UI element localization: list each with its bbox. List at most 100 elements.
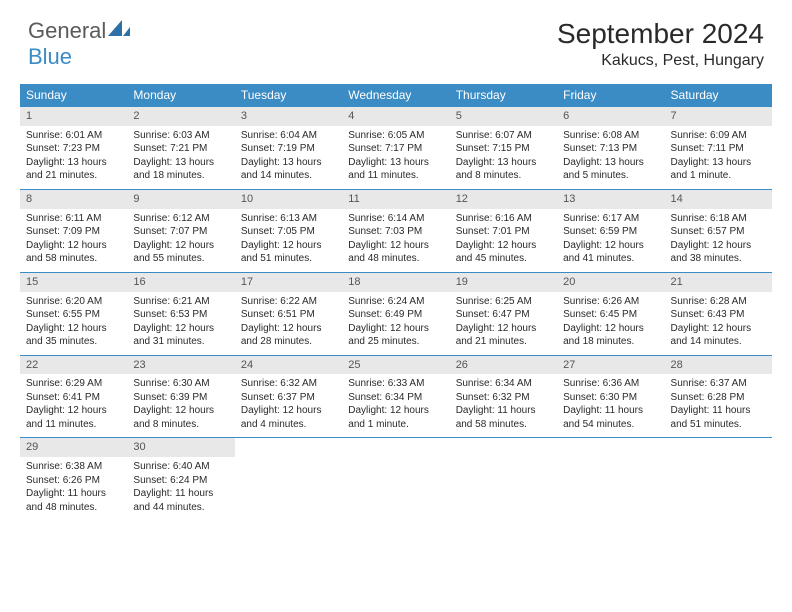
- daylight-text: Daylight: 12 hours: [348, 404, 443, 418]
- sunset-text: Sunset: 7:01 PM: [456, 225, 551, 239]
- daylight-text: and 25 minutes.: [348, 335, 443, 349]
- sunset-text: Sunset: 7:13 PM: [563, 142, 658, 156]
- day-number: 25: [342, 356, 449, 375]
- day-content: Sunrise: 6:01 AMSunset: 7:23 PMDaylight:…: [20, 126, 127, 189]
- calendar-week-row: 8Sunrise: 6:11 AMSunset: 7:09 PMDaylight…: [20, 189, 772, 272]
- day-number: 7: [665, 107, 772, 126]
- day-number: 1: [20, 107, 127, 126]
- calendar-day-cell: 17Sunrise: 6:22 AMSunset: 6:51 PMDayligh…: [235, 272, 342, 355]
- sunrise-text: Sunrise: 6:40 AM: [133, 460, 228, 474]
- daylight-text: Daylight: 12 hours: [241, 239, 336, 253]
- weekday-header: Sunday: [20, 84, 127, 107]
- day-content: Sunrise: 6:22 AMSunset: 6:51 PMDaylight:…: [235, 292, 342, 355]
- sunrise-text: Sunrise: 6:29 AM: [26, 377, 121, 391]
- daylight-text: Daylight: 13 hours: [563, 156, 658, 170]
- calendar-day-cell: 6Sunrise: 6:08 AMSunset: 7:13 PMDaylight…: [557, 107, 664, 190]
- sunset-text: Sunset: 6:37 PM: [241, 391, 336, 405]
- sunrise-text: Sunrise: 6:09 AM: [671, 129, 766, 143]
- sunset-text: Sunset: 6:34 PM: [348, 391, 443, 405]
- calendar-day-cell: 8Sunrise: 6:11 AMSunset: 7:09 PMDaylight…: [20, 189, 127, 272]
- daylight-text: Daylight: 12 hours: [671, 239, 766, 253]
- weekday-header: Tuesday: [235, 84, 342, 107]
- day-number: 2: [127, 107, 234, 126]
- daylight-text: Daylight: 13 hours: [26, 156, 121, 170]
- sunrise-text: Sunrise: 6:17 AM: [563, 212, 658, 226]
- sunrise-text: Sunrise: 6:04 AM: [241, 129, 336, 143]
- sunset-text: Sunset: 6:49 PM: [348, 308, 443, 322]
- sunrise-text: Sunrise: 6:18 AM: [671, 212, 766, 226]
- day-content: Sunrise: 6:40 AMSunset: 6:24 PMDaylight:…: [127, 457, 234, 520]
- sunrise-text: Sunrise: 6:38 AM: [26, 460, 121, 474]
- calendar-day-cell: [235, 438, 342, 520]
- daylight-text: Daylight: 12 hours: [671, 322, 766, 336]
- day-content: Sunrise: 6:21 AMSunset: 6:53 PMDaylight:…: [127, 292, 234, 355]
- day-content: Sunrise: 6:14 AMSunset: 7:03 PMDaylight:…: [342, 209, 449, 272]
- sunset-text: Sunset: 7:05 PM: [241, 225, 336, 239]
- daylight-text: and 55 minutes.: [133, 252, 228, 266]
- sunset-text: Sunset: 6:39 PM: [133, 391, 228, 405]
- daylight-text: and 51 minutes.: [241, 252, 336, 266]
- sunset-text: Sunset: 7:21 PM: [133, 142, 228, 156]
- daylight-text: and 28 minutes.: [241, 335, 336, 349]
- calendar-day-cell: 1Sunrise: 6:01 AMSunset: 7:23 PMDaylight…: [20, 107, 127, 190]
- day-number: 11: [342, 190, 449, 209]
- sunset-text: Sunset: 6:26 PM: [26, 474, 121, 488]
- daylight-text: Daylight: 12 hours: [133, 239, 228, 253]
- daylight-text: Daylight: 12 hours: [563, 239, 658, 253]
- weekday-header: Saturday: [665, 84, 772, 107]
- calendar-day-cell: 15Sunrise: 6:20 AMSunset: 6:55 PMDayligh…: [20, 272, 127, 355]
- daylight-text: and 4 minutes.: [241, 418, 336, 432]
- sunrise-text: Sunrise: 6:34 AM: [456, 377, 551, 391]
- calendar-day-cell: 30Sunrise: 6:40 AMSunset: 6:24 PMDayligh…: [127, 438, 234, 520]
- daylight-text: and 8 minutes.: [456, 169, 551, 183]
- daylight-text: Daylight: 13 hours: [456, 156, 551, 170]
- location: Kakucs, Pest, Hungary: [557, 52, 764, 70]
- day-number: 3: [235, 107, 342, 126]
- daylight-text: Daylight: 12 hours: [456, 239, 551, 253]
- sunrise-text: Sunrise: 6:14 AM: [348, 212, 443, 226]
- day-content: Sunrise: 6:32 AMSunset: 6:37 PMDaylight:…: [235, 374, 342, 437]
- daylight-text: and 18 minutes.: [563, 335, 658, 349]
- day-number: 12: [450, 190, 557, 209]
- calendar-day-cell: [450, 438, 557, 520]
- daylight-text: Daylight: 11 hours: [133, 487, 228, 501]
- day-number: 24: [235, 356, 342, 375]
- day-content: Sunrise: 6:03 AMSunset: 7:21 PMDaylight:…: [127, 126, 234, 189]
- day-content: Sunrise: 6:36 AMSunset: 6:30 PMDaylight:…: [557, 374, 664, 437]
- day-content: Sunrise: 6:20 AMSunset: 6:55 PMDaylight:…: [20, 292, 127, 355]
- calendar-day-cell: [557, 438, 664, 520]
- day-number: 17: [235, 273, 342, 292]
- daylight-text: and 5 minutes.: [563, 169, 658, 183]
- daylight-text: and 48 minutes.: [26, 501, 121, 515]
- sunrise-text: Sunrise: 6:11 AM: [26, 212, 121, 226]
- day-number: 5: [450, 107, 557, 126]
- day-number: 8: [20, 190, 127, 209]
- day-content: Sunrise: 6:05 AMSunset: 7:17 PMDaylight:…: [342, 126, 449, 189]
- daylight-text: Daylight: 13 hours: [348, 156, 443, 170]
- daylight-text: and 11 minutes.: [26, 418, 121, 432]
- calendar-day-cell: 27Sunrise: 6:36 AMSunset: 6:30 PMDayligh…: [557, 355, 664, 438]
- daylight-text: Daylight: 11 hours: [26, 487, 121, 501]
- sunset-text: Sunset: 7:03 PM: [348, 225, 443, 239]
- day-content: Sunrise: 6:38 AMSunset: 6:26 PMDaylight:…: [20, 457, 127, 520]
- calendar-day-cell: 18Sunrise: 6:24 AMSunset: 6:49 PMDayligh…: [342, 272, 449, 355]
- sunset-text: Sunset: 7:19 PM: [241, 142, 336, 156]
- day-number: 10: [235, 190, 342, 209]
- daylight-text: Daylight: 12 hours: [26, 404, 121, 418]
- day-content: Sunrise: 6:24 AMSunset: 6:49 PMDaylight:…: [342, 292, 449, 355]
- sunset-text: Sunset: 7:17 PM: [348, 142, 443, 156]
- daylight-text: Daylight: 12 hours: [563, 322, 658, 336]
- sunrise-text: Sunrise: 6:32 AM: [241, 377, 336, 391]
- daylight-text: and 44 minutes.: [133, 501, 228, 515]
- day-number: 6: [557, 107, 664, 126]
- sunset-text: Sunset: 6:57 PM: [671, 225, 766, 239]
- sunset-text: Sunset: 6:32 PM: [456, 391, 551, 405]
- calendar-table: Sunday Monday Tuesday Wednesday Thursday…: [20, 84, 772, 520]
- day-number: 23: [127, 356, 234, 375]
- sunrise-text: Sunrise: 6:20 AM: [26, 295, 121, 309]
- calendar-day-cell: 12Sunrise: 6:16 AMSunset: 7:01 PMDayligh…: [450, 189, 557, 272]
- calendar-day-cell: 16Sunrise: 6:21 AMSunset: 6:53 PMDayligh…: [127, 272, 234, 355]
- daylight-text: Daylight: 13 hours: [671, 156, 766, 170]
- weekday-header: Friday: [557, 84, 664, 107]
- logo: General Blue: [28, 18, 130, 70]
